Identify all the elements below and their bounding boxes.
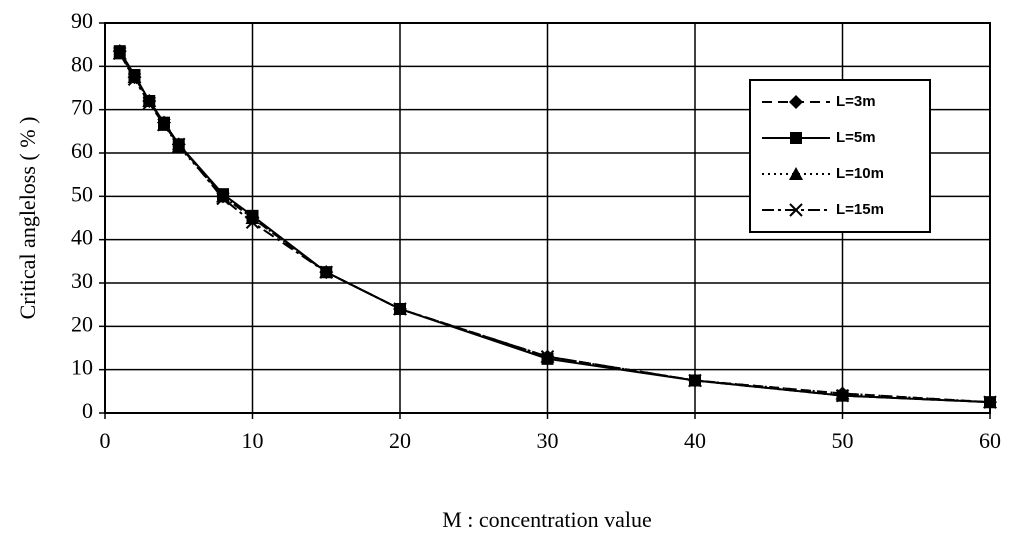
data-point (216, 191, 230, 206)
legend-marker (789, 95, 803, 109)
data-point (171, 139, 186, 153)
y-tick-label: 10 (71, 355, 93, 380)
x-tick-label: 20 (389, 428, 411, 453)
data-point (983, 395, 997, 409)
data-point (142, 94, 157, 107)
legend-marker (789, 203, 803, 217)
data-point (688, 373, 702, 388)
legend-box (749, 79, 931, 233)
x-tick-label: 10 (242, 428, 264, 453)
legend-label: L=10m (836, 165, 884, 182)
y-tick-label: 70 (71, 95, 93, 120)
data-point (157, 118, 171, 132)
x-tick-label: 0 (100, 428, 111, 453)
data-point (142, 96, 156, 110)
legend-label: L=5m (836, 129, 876, 146)
legend-label: L=3m (836, 93, 876, 110)
legend-label: L=15m (836, 201, 884, 218)
x-tick-label: 30 (537, 428, 559, 453)
y-tick-label: 0 (82, 398, 93, 423)
x-tick-label: 40 (684, 428, 706, 453)
y-tick-label: 90 (71, 8, 93, 33)
y-tick-label: 30 (71, 268, 93, 293)
data-point (172, 137, 186, 152)
y-tick-label: 20 (71, 311, 93, 336)
y-tick-label: 80 (71, 51, 93, 76)
legend: L=3m L=5m L=10m L=15m (749, 79, 931, 233)
data-point (127, 72, 142, 87)
legend-marker (789, 167, 803, 180)
data-point (540, 349, 555, 364)
data-point (113, 46, 127, 61)
data-point (245, 215, 260, 230)
data-point (835, 388, 850, 403)
plot-frame (104, 22, 991, 414)
legend-marker (790, 132, 802, 144)
x-axis-label: M : concentration value (442, 507, 652, 532)
data-point (216, 189, 230, 203)
data-point (319, 265, 333, 279)
y-tick-label: 40 (71, 225, 93, 250)
y-tick-label: 50 (71, 181, 93, 206)
x-tick-label: 50 (832, 428, 854, 453)
data-point (393, 302, 407, 316)
y-tick-label: 60 (71, 138, 93, 163)
data-point (127, 70, 142, 84)
y-axis-label: Critical angleloss ( % ) (15, 117, 40, 320)
x-tick-label: 60 (979, 428, 1001, 453)
